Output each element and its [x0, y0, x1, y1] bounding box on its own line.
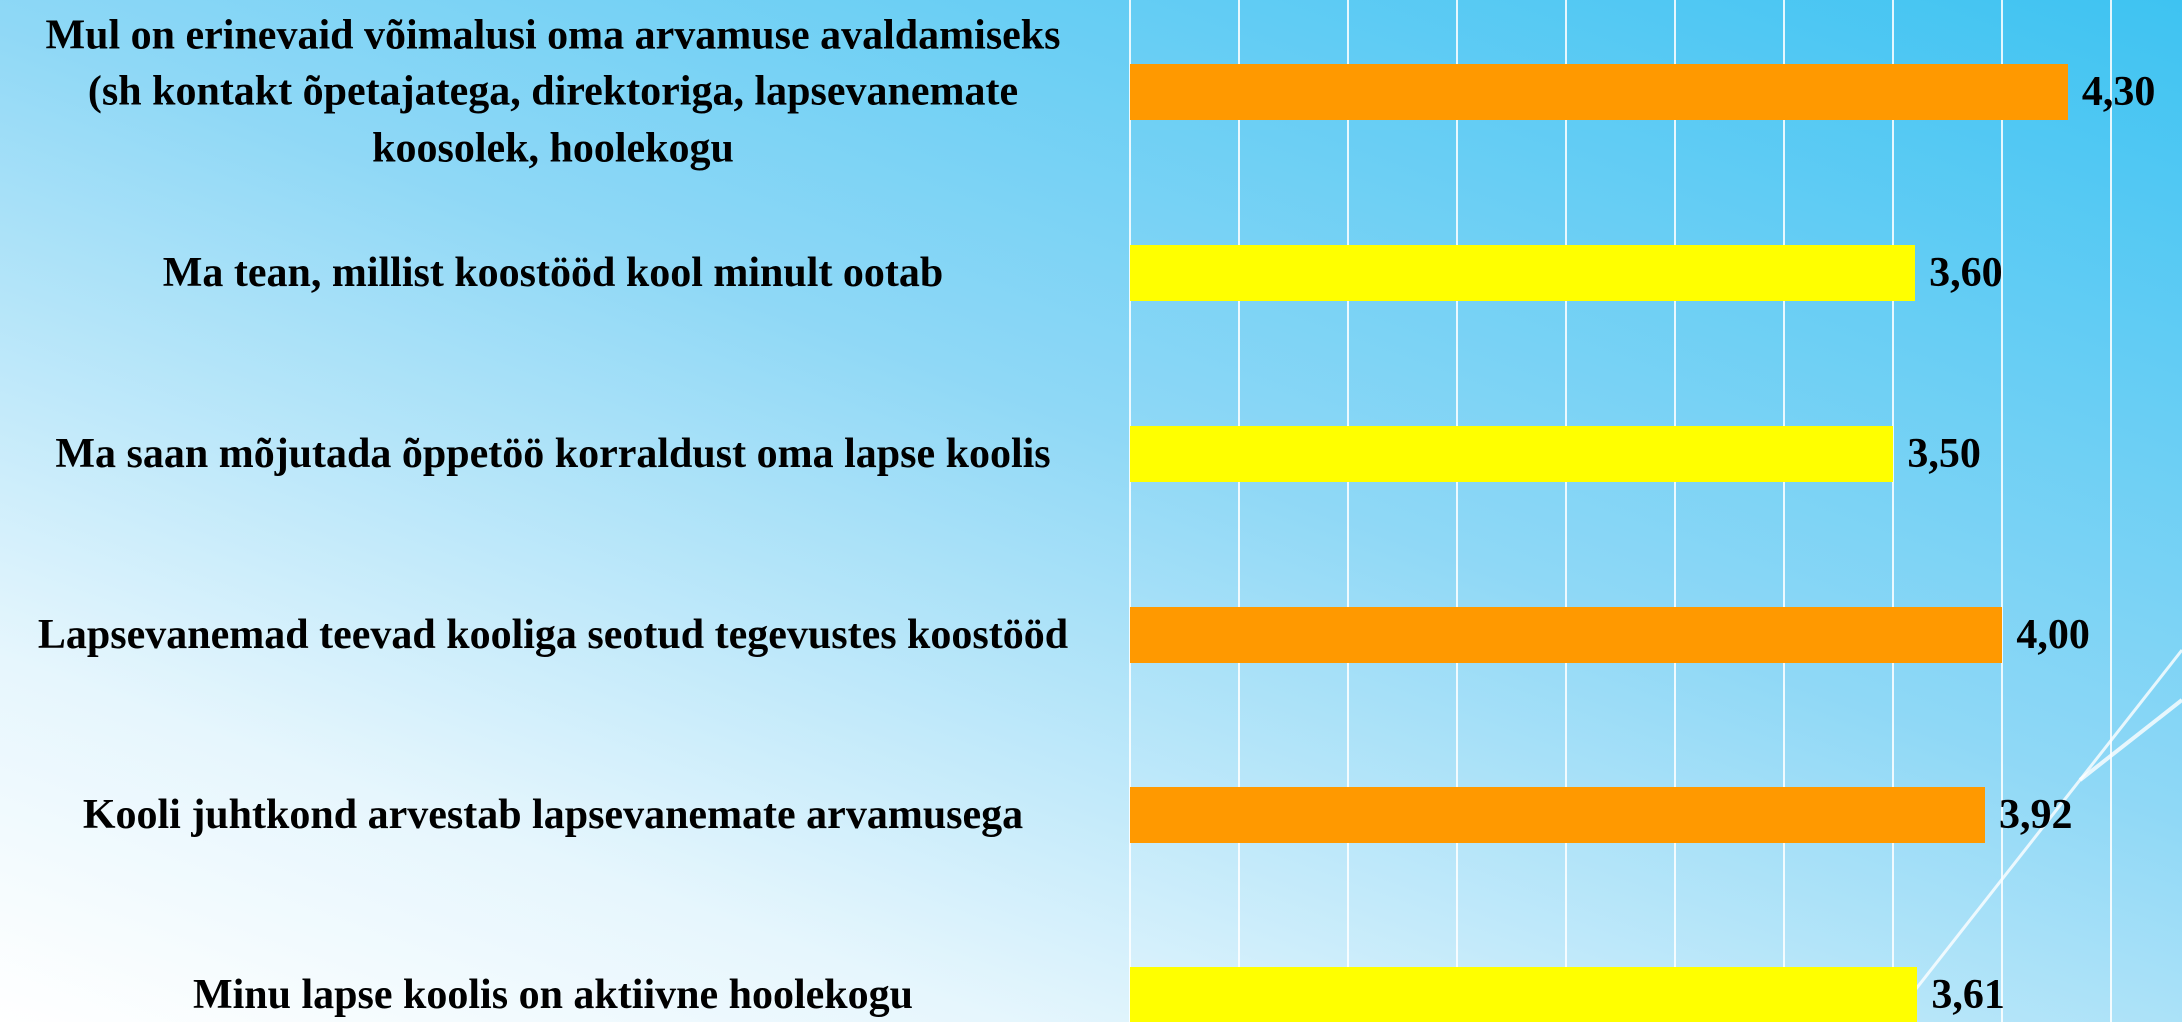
grid-line — [1347, 0, 1350, 1022]
bar — [1130, 245, 1916, 301]
category-label: Ma tean, millist koostööd kool minult oo… — [162, 249, 944, 296]
value-label: 3,60 — [1929, 250, 2003, 296]
category-label: Kooli juhtkond arvestab lapsevanemate ar… — [82, 791, 1024, 838]
value-label: 4,00 — [2016, 612, 2090, 658]
grid-line — [2001, 0, 2004, 1022]
grid-line — [1674, 0, 1677, 1022]
value-label: 4,30 — [2081, 69, 2156, 115]
category-label: Lapsevanemad teevad kooliga seotud tegev… — [37, 611, 1069, 658]
bar — [1130, 787, 1985, 843]
deco-line — [2078, 698, 2182, 782]
grid-line — [1238, 0, 1241, 1022]
grid-line — [1565, 0, 1568, 1022]
grid-line — [1129, 0, 1131, 1022]
deco-line — [1888, 649, 2182, 1022]
grid-line — [2110, 0, 2113, 1022]
bar — [1130, 967, 1918, 1022]
value-label: 3,92 — [1998, 792, 2073, 838]
category-label: Ma saan mõjutada õppetöö korraldust oma … — [55, 430, 1051, 477]
grid-line — [1892, 0, 1895, 1022]
value-label: 3,61 — [1931, 972, 2005, 1018]
bar — [1130, 64, 2068, 120]
category-label: Minu lapse koolis on aktiivne hoolekogu — [192, 971, 913, 1018]
grid-line — [1783, 0, 1786, 1022]
value-label: 3,50 — [1907, 431, 1981, 477]
grid-line — [1456, 0, 1459, 1022]
bar — [1130, 426, 1894, 482]
bar — [1130, 607, 2003, 663]
category-label: Mul on erinevaid võimalusi oma arvamuse … — [45, 12, 1061, 172]
